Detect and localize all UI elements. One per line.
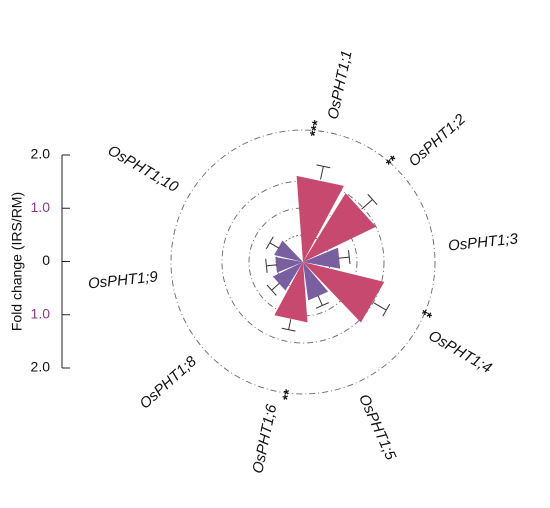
error-bar-ospht1-9 [265, 258, 278, 273]
bar-ospht1-2 [303, 193, 376, 262]
bar-series [272, 175, 385, 323]
gene-labels: OsPHT1;1 OsPHT1;2 OsPHT1;3 OsPHT1;4 OsPHT1;5… [87, 49, 519, 475]
label-ospht1-4: OsPHT1;4 [425, 327, 494, 377]
scale-tick-label-4: 2.0 [31, 359, 51, 375]
label-ospht1-3: OsPHT1;3 [447, 230, 519, 254]
bar-ospht1-10 [274, 240, 303, 262]
label-ospht1-1: OsPHT1;1 [325, 49, 356, 121]
scale-tick-label-0: 2.0 [31, 146, 51, 162]
error-bar-ospht1-10 [265, 236, 280, 250]
bar-ospht1-6 [274, 262, 308, 323]
error-bar-ospht1-8 [266, 282, 280, 296]
error-bar-ospht1-5 [315, 295, 329, 309]
bar-ospht1-5 [303, 262, 329, 301]
label-ospht1-8: OsPHT1;8 [136, 353, 200, 413]
scale-tick-label-3: 1.0 [31, 305, 51, 321]
bar-ospht1-1 [296, 175, 344, 262]
bar-ospht1-8 [272, 262, 303, 291]
scale-tick-label-1: 1.0 [31, 199, 51, 215]
label-ospht1-9: OsPHT1;9 [87, 268, 159, 292]
label-ospht1-2: OsPHT1;2 [405, 110, 469, 170]
bar-ospht1-9 [275, 257, 303, 273]
label-ospht1-10: OsPHT1;10 [105, 142, 182, 196]
significance-ospht1-6: ** [279, 387, 297, 402]
bar-ospht1-4 [303, 262, 385, 323]
significance-ospht1-4: ** [417, 306, 435, 326]
ring-1 [248, 207, 358, 317]
ring-2 [170, 129, 436, 395]
bar-ospht1-3 [303, 247, 341, 269]
error-bar-ospht1-4 [373, 302, 391, 317]
fold-change-scale: Fold change (IRS/RM) 2.0 1.0 0 1.0 2.0 [9, 146, 70, 375]
error-bar-ospht1-2 [361, 193, 378, 210]
significance-ospht1-1: *** [306, 118, 325, 138]
label-ospht1-5: OsPHT1;5 [355, 392, 399, 463]
label-ospht1-6: OsPHT1;6 [249, 402, 280, 475]
scale-axis-title: Fold change (IRS/RM) [9, 192, 25, 331]
error-bars [265, 164, 391, 332]
error-bar-ospht1-3 [338, 250, 351, 265]
scale-tick-label-2: 0 [42, 252, 50, 268]
significance-ospht1-2: ** [382, 151, 401, 171]
error-bar-ospht1-6 [281, 319, 296, 332]
error-bar-ospht1-1 [316, 164, 331, 180]
